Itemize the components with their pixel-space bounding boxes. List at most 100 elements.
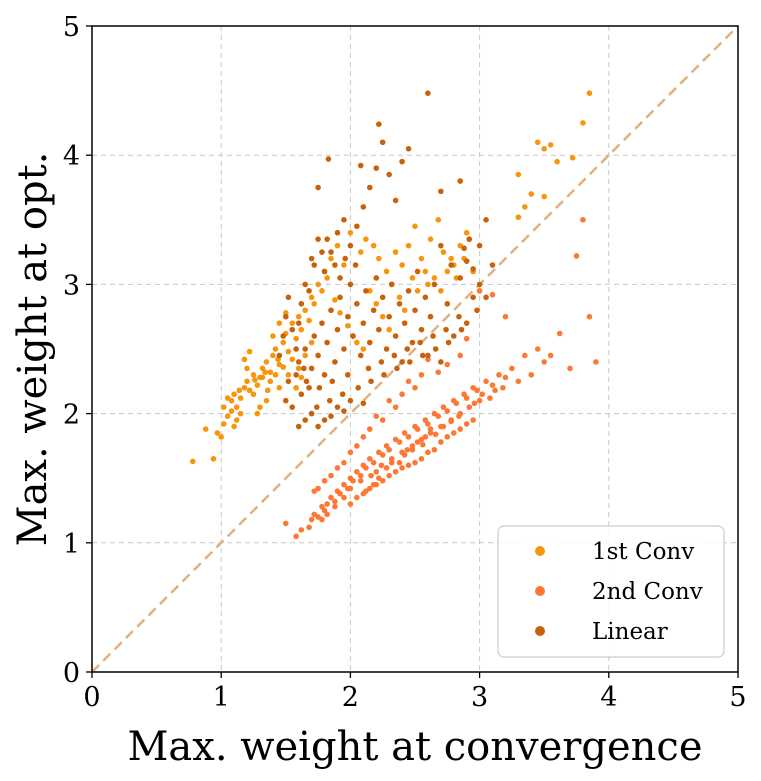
data-point (283, 310, 289, 316)
y-tick-label: 2 (63, 400, 80, 431)
data-point (332, 503, 338, 510)
data-point (324, 339, 330, 346)
data-point (337, 310, 343, 316)
data-point (376, 475, 382, 482)
data-point (381, 372, 387, 378)
data-point (264, 387, 271, 394)
data-point (399, 158, 405, 165)
data-point (515, 378, 522, 385)
data-point (315, 423, 321, 430)
data-point (314, 404, 320, 410)
data-point (483, 294, 489, 301)
data-point (456, 413, 462, 419)
data-point (366, 339, 373, 346)
data-point (453, 275, 460, 281)
data-point (341, 346, 347, 352)
data-point (440, 249, 447, 255)
data-point (298, 300, 305, 307)
data-point (586, 313, 593, 320)
data-point (440, 404, 447, 410)
data-point (432, 431, 439, 438)
data-point (347, 397, 354, 404)
data-point (283, 520, 289, 527)
data-point (470, 266, 476, 272)
data-point (339, 391, 346, 398)
x-tick-label: 2 (342, 682, 359, 713)
data-point (354, 443, 360, 449)
data-point (316, 384, 323, 391)
data-point (366, 288, 373, 294)
data-point (425, 356, 431, 363)
data-point (241, 384, 248, 391)
data-point (444, 434, 451, 440)
data-point (360, 434, 367, 440)
data-point (391, 352, 398, 359)
data-point (295, 313, 302, 320)
data-point (257, 404, 263, 410)
data-point (280, 364, 287, 370)
data-point (341, 408, 347, 414)
data-point (337, 275, 343, 281)
data-point (210, 456, 217, 462)
data-point (489, 382, 496, 388)
data-point (534, 139, 541, 146)
data-point (303, 378, 310, 385)
data-point (315, 281, 321, 288)
data-point (379, 313, 386, 320)
data-point (554, 158, 560, 165)
data-point (357, 352, 364, 359)
data-point (321, 477, 328, 484)
data-point (573, 253, 580, 259)
data-point (580, 217, 586, 223)
data-point (298, 374, 305, 381)
data-point (515, 214, 522, 221)
data-point (285, 372, 292, 378)
data-point (456, 313, 462, 320)
data-point (293, 346, 299, 352)
data-point (246, 387, 253, 394)
data-point (386, 313, 392, 320)
data-point (373, 468, 380, 475)
data-point (445, 339, 452, 346)
data-point (392, 404, 399, 410)
series-linear (276, 90, 496, 430)
data-point (474, 387, 480, 394)
data-point (458, 326, 465, 333)
data-point (474, 307, 480, 314)
data-point (267, 378, 274, 385)
data-point (295, 320, 302, 326)
data-point (332, 359, 338, 365)
data-point (237, 395, 244, 401)
data-point (401, 320, 408, 326)
data-point (438, 359, 444, 365)
data-point (342, 255, 349, 262)
data-point (308, 516, 315, 523)
data-point (311, 300, 318, 307)
data-point (350, 333, 356, 339)
data-point (392, 333, 399, 339)
data-point (302, 307, 308, 314)
data-point (379, 452, 386, 458)
data-point (405, 145, 412, 152)
data-point (365, 365, 372, 372)
data-point (301, 365, 307, 372)
data-point (450, 333, 457, 339)
legend-label: 2nd Conv (592, 579, 703, 605)
data-point (409, 339, 416, 346)
data-point (347, 485, 354, 492)
data-point (396, 300, 403, 307)
data-point (407, 359, 413, 365)
data-point (376, 255, 382, 262)
data-point (443, 326, 449, 333)
data-point (470, 417, 476, 423)
data-point (321, 417, 328, 423)
data-point (334, 326, 341, 333)
data-point (430, 333, 436, 339)
axis-ticks (86, 25, 739, 678)
data-point (345, 313, 351, 320)
data-point (250, 391, 257, 398)
y-tick-label: 1 (63, 529, 80, 560)
data-point (370, 307, 377, 314)
data-point (418, 326, 425, 333)
data-point (295, 359, 302, 365)
